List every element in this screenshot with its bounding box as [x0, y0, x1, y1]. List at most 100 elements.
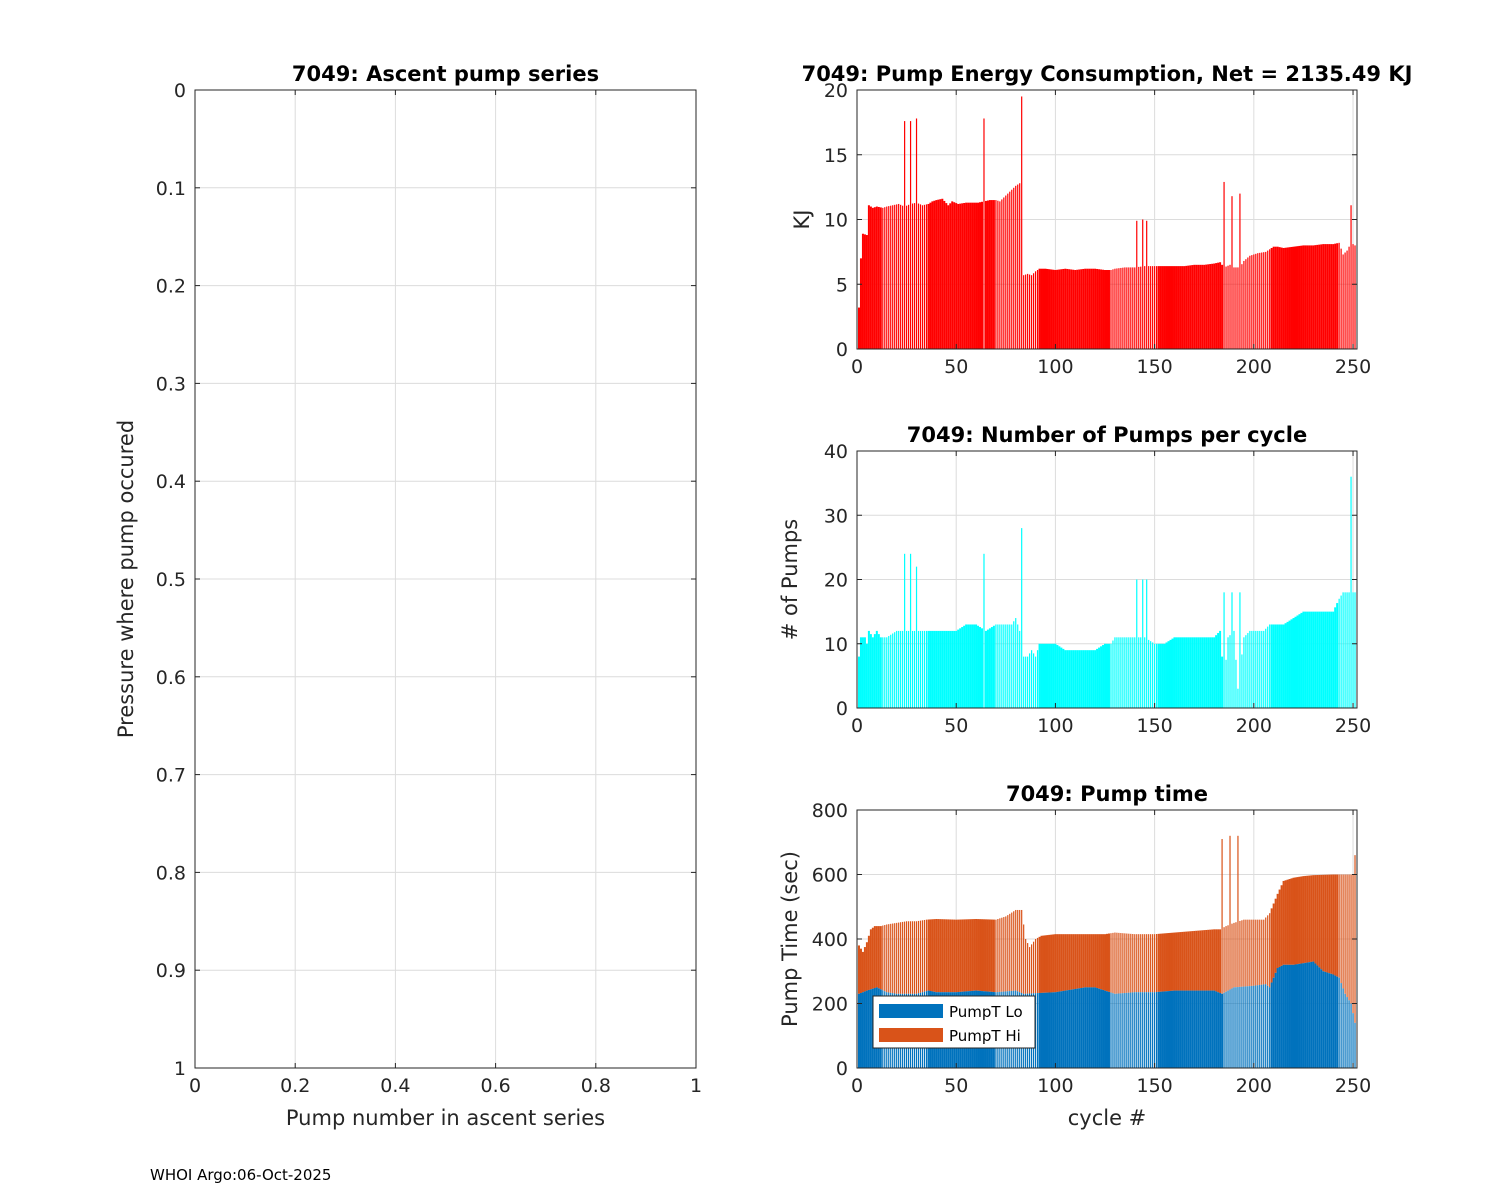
pumpt-lo-bar [1064, 990, 1067, 1068]
pumpt-lo-bar [1107, 991, 1110, 1068]
pumpt-lo-bar [1348, 1000, 1350, 1068]
pumpt-lo-bar [1036, 993, 1039, 1068]
pumpt-lo-bar [1034, 993, 1037, 1068]
pumps-bar [1114, 637, 1116, 708]
pumpt-lo-bar [1318, 967, 1321, 1068]
pumpt-hi-bar [1120, 933, 1122, 994]
energy-bar [1255, 253, 1257, 349]
y-tick-label: 0 [174, 80, 186, 102]
pumpt-lo-bar [1338, 977, 1340, 1068]
y-tick-label: 600 [812, 865, 848, 887]
pumpt-lo-bar [1197, 990, 1200, 1068]
energy-bar [1015, 185, 1017, 349]
energy-bar [1175, 266, 1178, 349]
energy-bar [1130, 267, 1132, 349]
energy-bar [1187, 265, 1190, 349]
pumps-bar [1096, 648, 1099, 708]
pumpt-lo-bar [1191, 990, 1194, 1068]
energy-bar [1152, 266, 1154, 349]
pumpt-hi-bar [1132, 934, 1134, 993]
energy-bar [894, 204, 896, 349]
pumps-bar [1189, 637, 1192, 708]
pumpt-lo-bar [1183, 990, 1186, 1068]
pumpt-hi-bar [1156, 934, 1158, 993]
y-tick-label: 20 [824, 80, 848, 102]
energy-bar [1165, 266, 1168, 349]
pumpt-hi-bar [979, 919, 982, 991]
energy-bar [1074, 270, 1077, 349]
pumpt-lo-bar [1056, 991, 1059, 1068]
energy-bar [1134, 267, 1136, 349]
energy-bar [1304, 245, 1307, 349]
energy-bar [1150, 266, 1152, 349]
pumpt-hi-bar [929, 919, 932, 992]
x-tick-label: 50 [944, 715, 968, 737]
pumps-bar [861, 637, 864, 708]
energy-bar [1046, 268, 1049, 349]
pumpt-hi-bar [1201, 930, 1204, 991]
x-tick-label: 0.4 [380, 1075, 410, 1097]
pumpt-hi-bar [1239, 920, 1241, 987]
legend-pumptime: PumpT Lo PumpT Hi [872, 995, 1036, 1049]
pumpt-lo-bar [1286, 964, 1289, 1068]
pumpt-lo-bar [1324, 971, 1327, 1068]
pumpt-lo-bar [1282, 964, 1285, 1068]
pumpt-lo-bar [1229, 989, 1231, 1068]
pumpt-hi-bar [1346, 874, 1348, 998]
pumpt-hi-bar [877, 926, 880, 989]
energy-bar [1229, 264, 1231, 349]
pumpt-hi-bar [1082, 934, 1085, 988]
pumpt-hi-bar [1318, 874, 1321, 968]
pumpt-hi-bar [1011, 912, 1013, 991]
pumpt-hi-bar [902, 921, 904, 994]
pumps-bar [888, 636, 890, 708]
pumpt-hi-bar [1203, 930, 1206, 991]
energy-bar [1213, 263, 1216, 349]
pumps-bar [1274, 624, 1277, 708]
pumpt-hi-bar [1173, 932, 1176, 991]
pumpt-lo-bar [1070, 989, 1073, 1068]
pumps-bar [1066, 650, 1069, 708]
pumps-bar [955, 630, 958, 708]
energy-bar [1265, 251, 1267, 349]
energy-bar [1243, 260, 1245, 349]
pumpt-hi-bar [1306, 875, 1309, 963]
pumpt-lo-bar [1138, 992, 1140, 1068]
pumpt-lo-bar [1350, 1003, 1352, 1068]
pumpt-hi-bar [1177, 932, 1180, 991]
pumps-bar [961, 627, 964, 708]
pumps-bar [1243, 637, 1245, 708]
pumpt-hi-bar [933, 919, 936, 992]
pumps-bar [1080, 650, 1083, 708]
energy-bar [911, 203, 914, 349]
pumps-bar [1098, 647, 1101, 708]
energy-bar [861, 233, 864, 349]
pumpt-lo-bar [1118, 993, 1120, 1068]
energy-bar [1195, 264, 1198, 349]
pumpt-hi-bar [975, 919, 978, 991]
pumpt-hi-bar [1352, 874, 1354, 1014]
pumpt-lo-bar [1247, 986, 1249, 1068]
pumpt-hi-bar [1167, 933, 1170, 992]
x-tick-label: 1 [690, 1075, 702, 1097]
pumps-bar [1326, 611, 1329, 708]
pumps-bar [1237, 688, 1239, 708]
energy-bar [1288, 247, 1291, 349]
pumps-bar [1320, 611, 1323, 708]
pumpt-lo-bar [1130, 992, 1132, 1068]
pumpt-hi-bar [1245, 919, 1247, 987]
pumpt-hi-bar [1221, 839, 1223, 994]
pumps-bar [1310, 611, 1313, 708]
pumpt-lo-bar [1284, 964, 1287, 1068]
pumps-bar [1284, 623, 1287, 708]
pumps-bar [1072, 650, 1075, 708]
energy-bar [1102, 269, 1105, 349]
energy-bar [931, 201, 934, 349]
pumpt-hi-bar [941, 919, 944, 993]
energy-bar [875, 206, 878, 349]
energy-bar [1140, 266, 1142, 349]
energy-bar [1062, 268, 1065, 349]
pumps-bar [1215, 635, 1218, 708]
energy-bar [1221, 264, 1224, 349]
energy-bar [1023, 275, 1025, 349]
